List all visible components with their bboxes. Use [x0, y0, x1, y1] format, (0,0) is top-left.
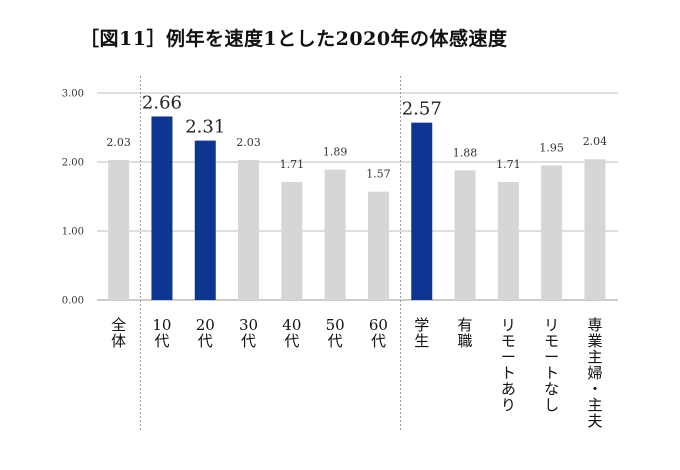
category-label: 専業主婦・主夫 — [587, 316, 602, 430]
bar — [411, 122, 433, 300]
category-label: リモートなし — [544, 316, 559, 414]
data-label: 1.57 — [366, 168, 391, 181]
category-label: 有職 — [458, 316, 473, 350]
category-label: 全体 — [111, 316, 126, 350]
bar — [238, 159, 260, 300]
category-label: 50 代 — [326, 316, 345, 350]
category-label: リモートあり — [501, 316, 516, 414]
category-label: 60 代 — [369, 316, 388, 350]
bar — [324, 169, 346, 300]
category-label: 30 代 — [239, 316, 258, 350]
bar — [584, 159, 606, 300]
bar — [194, 140, 216, 300]
y-tick-label: 3.00 — [62, 89, 84, 100]
data-label: 1.71 — [496, 158, 521, 171]
y-axis-ticks: 0.00 1.00 2.00 3.00 — [62, 89, 84, 307]
bar — [367, 191, 389, 300]
category-label: 40 代 — [282, 316, 301, 350]
bars — [108, 116, 606, 301]
data-label: 2.03 — [236, 136, 261, 149]
y-tick-label: 1.00 — [62, 227, 84, 238]
chart-title: ［図11］例年を速度1とした2020年の体感速度 — [80, 28, 508, 50]
bar — [151, 116, 173, 301]
category-label: 学生 — [414, 316, 429, 350]
data-label: 2.03 — [106, 136, 131, 149]
data-labels: 2.03 2.662.31 2.03 1.71 1.89 1.57 2.57 1.88 1.71… — [106, 92, 607, 180]
bar — [541, 165, 563, 300]
data-label: 2.57 — [402, 99, 442, 120]
data-label: 2.66 — [142, 92, 182, 113]
data-label: 1.89 — [323, 146, 348, 159]
y-tick-label: 0.00 — [62, 296, 84, 307]
category-label: 10 代 — [152, 316, 171, 350]
group-separators — [140, 76, 401, 430]
bar — [108, 159, 130, 300]
bar — [497, 182, 519, 300]
category-label: 20 代 — [196, 316, 215, 350]
y-tick-label: 2.00 — [62, 158, 84, 169]
data-label: 2.04 — [583, 135, 608, 148]
data-label: 2.31 — [185, 117, 225, 138]
data-label: 1.88 — [453, 146, 478, 159]
bar — [454, 170, 476, 300]
gridlines — [97, 92, 618, 301]
bar — [281, 182, 303, 300]
data-label: 1.95 — [539, 141, 564, 154]
data-label: 1.71 — [280, 158, 305, 171]
